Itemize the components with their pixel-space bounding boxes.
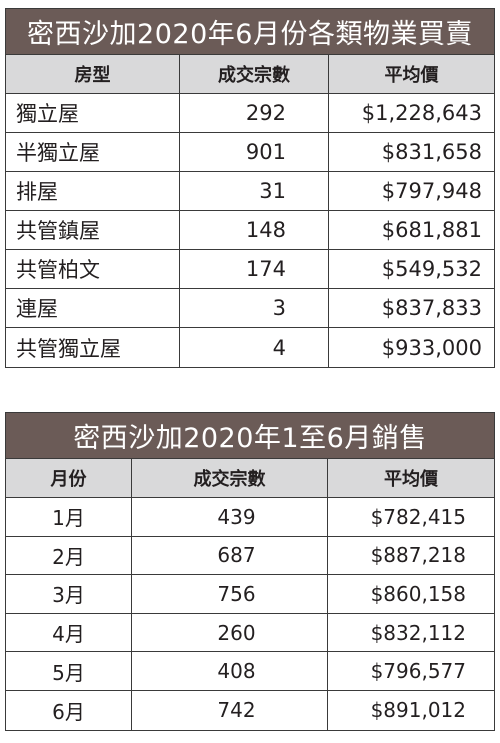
cell-label: 4月	[6, 613, 132, 652]
cell-label: 半獨立屋	[6, 133, 180, 171]
cell-label: 共管鎮屋	[6, 211, 180, 249]
cell-label: 連屋	[6, 289, 180, 327]
column-header-transactions: 成交宗數	[180, 55, 329, 93]
cell-transactions: 742	[132, 690, 328, 730]
property-type-sales-table: 密西沙加2020年6月份各類物業買賣 房型 成交宗數 平均價 獨立屋 292 $1,…	[5, 8, 495, 368]
column-header-average-price: 平均價	[384, 65, 439, 86]
cell-transactions: 408	[132, 652, 328, 690]
column-header-month: 月份	[6, 459, 132, 497]
cell-average-price: $860,158	[370, 581, 466, 606]
table-header-row: 月份 成交宗數 平均價	[6, 459, 494, 498]
cell-transactions: 439	[132, 498, 328, 536]
cell-label: 1月	[6, 498, 132, 536]
table-row: 半獨立屋 901 $831,658	[6, 133, 494, 172]
cell-label: 5月	[6, 652, 132, 690]
table-row: 6月 742 $891,012	[6, 690, 494, 730]
cell-transactions: 174	[180, 250, 329, 288]
table-title: 密西沙加2020年1至6月銷售	[6, 413, 494, 459]
cell-transactions: 756	[132, 575, 328, 613]
table-row: 排屋 31 $797,948	[6, 172, 494, 211]
cell-label: 排屋	[6, 172, 180, 210]
cell-label: 共管獨立屋	[6, 328, 180, 367]
cell-label: 獨立屋	[6, 94, 180, 132]
cell-transactions: 4	[180, 328, 329, 367]
cell-average-price: $887,218	[370, 543, 466, 568]
column-header-property-type: 房型	[6, 55, 180, 93]
cell-average-price: $891,012	[370, 698, 466, 723]
cell-transactions: 901	[180, 133, 329, 171]
cell-average-price: $832,112	[370, 620, 466, 645]
table-row: 共管鎮屋 148 $681,881	[6, 211, 494, 250]
cell-average-price: $797,948	[381, 179, 482, 203]
cell-average-price: $796,577	[370, 659, 466, 684]
table-row: 共管柏文 174 $549,532	[6, 250, 494, 289]
cell-average-price: $933,000	[381, 335, 482, 360]
monthly-sales-table: 密西沙加2020年1至6月銷售 月份 成交宗數 平均價 1月 439 $782,41…	[5, 412, 495, 731]
table-row: 1月 439 $782,415	[6, 498, 494, 537]
table-row: 2月 687 $887,218	[6, 536, 494, 576]
cell-transactions: 260	[132, 613, 328, 652]
cell-average-price: $782,415	[370, 504, 466, 529]
cell-label: 3月	[6, 575, 132, 613]
column-header-transactions: 成交宗數	[132, 459, 328, 497]
cell-average-price: $1,228,643	[361, 101, 482, 125]
cell-transactions: 31	[180, 172, 329, 210]
table-header-row: 房型 成交宗數 平均價	[6, 55, 494, 94]
cell-label: 共管柏文	[6, 250, 180, 288]
cell-average-price: $681,881	[381, 218, 482, 242]
table-row: 連屋 3 $837,833	[6, 289, 494, 328]
cell-average-price: $837,833	[381, 296, 482, 320]
cell-label: 2月	[6, 536, 132, 575]
column-header-average-price: 平均價	[384, 469, 438, 490]
cell-transactions: 292	[180, 94, 329, 132]
cell-transactions: 687	[132, 536, 328, 575]
cell-label: 6月	[6, 690, 132, 730]
table-row: 4月 260 $832,112	[6, 613, 494, 653]
cell-transactions: 148	[180, 211, 329, 249]
table-title: 密西沙加2020年6月份各類物業買賣	[6, 9, 494, 55]
table-row: 共管獨立屋 4 $933,000	[6, 328, 494, 367]
table-row: 3月 756 $860,158	[6, 575, 494, 614]
cell-average-price: $549,532	[381, 257, 482, 281]
table-row: 5月 408 $796,577	[6, 652, 494, 691]
cell-transactions: 3	[180, 289, 329, 327]
cell-average-price: $831,658	[381, 140, 482, 164]
table-row: 獨立屋 292 $1,228,643	[6, 94, 494, 133]
